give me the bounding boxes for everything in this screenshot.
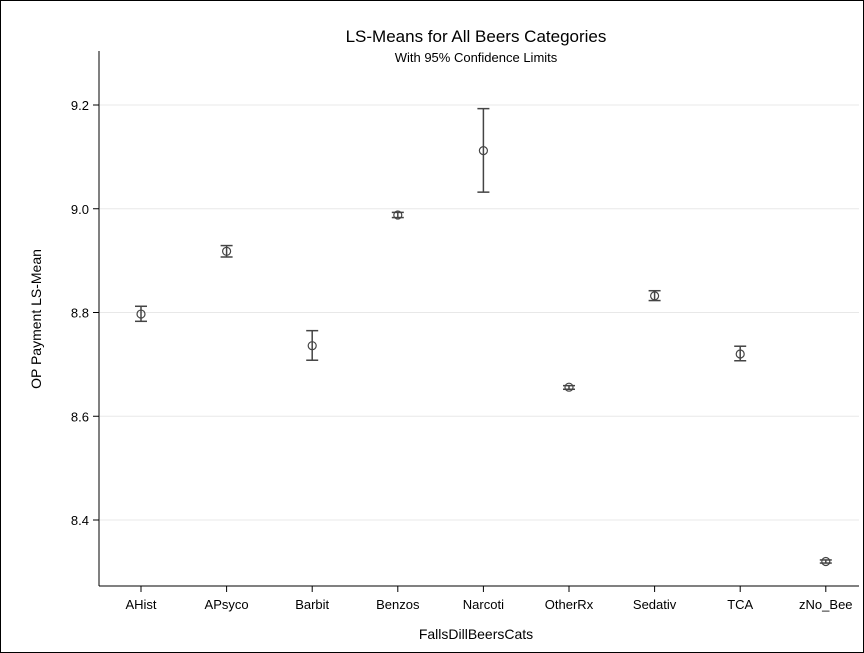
x-tick-label: Barbit [295,597,329,612]
data-marks [135,107,832,567]
y-tick-label: 8.8 [71,306,89,321]
x-tick-label: Benzos [376,597,420,612]
mean-point [136,309,146,319]
axes [98,51,859,587]
x-tick-label: AHist [125,597,156,612]
x-tick-label: OtherRx [545,597,594,612]
mean-point [821,556,831,567]
y-tick-label: 9.2 [71,98,89,113]
plot-area [99,51,859,586]
x-tick-label: Sedativ [633,597,677,612]
x-tick-label: APsyco [205,597,249,612]
x-axis-ticks: AHist APsyco Barbit Benzos Narcoti OtherRx Sed… [125,586,853,612]
chart-subtitle: With 95% Confidence Limits [395,50,558,65]
gridlines [100,104,859,521]
x-tick-label: TCA [727,597,753,612]
y-tick-label: 8.4 [71,513,89,528]
x-axis-label: FallsDillBeersCats [419,626,533,642]
y-axis-label: OP Payment LS-Mean [28,249,44,389]
mean-point [393,210,403,220]
mean-point [735,349,745,359]
y-tick-label: 9.0 [71,202,89,217]
x-tick-label: zNo_Bee [799,597,852,612]
mean-point [649,291,660,301]
mean-point [564,382,574,392]
mean-point [222,246,232,256]
x-tick-label: Narcoti [463,597,504,612]
mean-point [307,341,317,351]
chart-title: LS-Means for All Beers Categories [346,27,607,46]
y-tick-label: 8.6 [71,409,89,424]
mean-point [478,146,488,156]
y-axis-ticks: 8.4 8.6 8.8 9.0 9.2 [71,98,99,528]
